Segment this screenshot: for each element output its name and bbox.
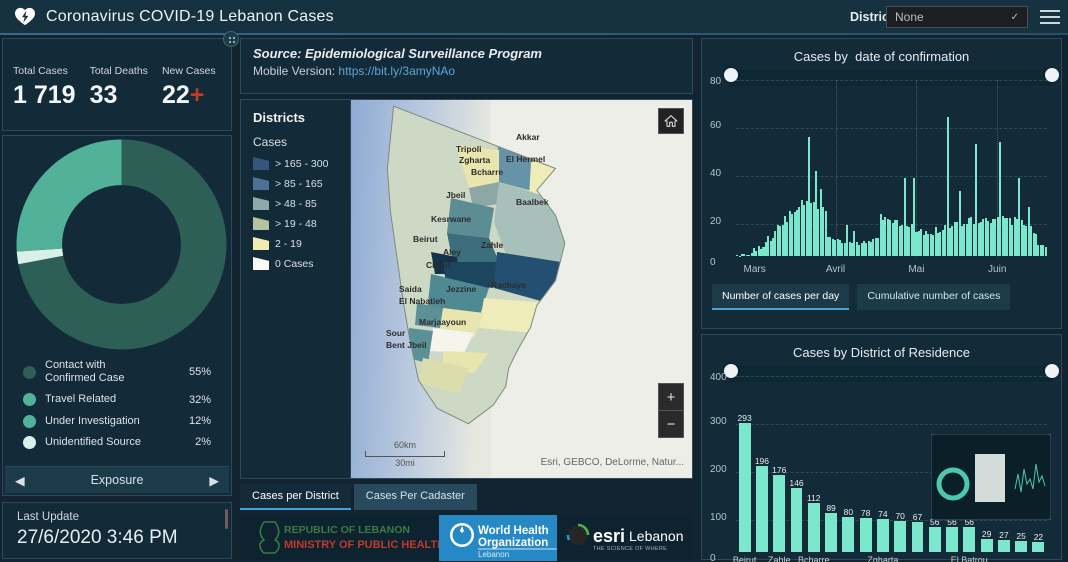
svg-text:Baalbek: Baalbek <box>516 197 549 207</box>
svg-text:World Health: World Health <box>478 525 549 537</box>
svg-text:Tripoli: Tripoli <box>456 144 482 154</box>
svg-text:Beirut: Beirut <box>413 234 438 244</box>
svg-text:Kesrwane: Kesrwane <box>431 214 471 224</box>
svg-text:El Hermel: El Hermel <box>506 154 545 164</box>
svg-text:Saida: Saida <box>399 284 422 294</box>
svg-text:Organization: Organization <box>478 537 548 549</box>
svg-text:Zahle: Zahle <box>481 240 503 250</box>
svg-text:Chouf: Chouf <box>426 260 451 270</box>
svg-text:Lebanon: Lebanon <box>629 528 684 544</box>
svg-text:El Nabatieh: El Nabatieh <box>399 296 445 306</box>
svg-text:Aley: Aley <box>443 247 461 257</box>
svg-text:THE SCIENCE OF WHERE: THE SCIENCE OF WHERE <box>593 546 667 552</box>
svg-text:Lebanon: Lebanon <box>478 550 509 559</box>
svg-text:Bent Jbeil: Bent Jbeil <box>386 340 427 350</box>
svg-text:Jbeil: Jbeil <box>446 190 465 200</box>
svg-text:Bcharre: Bcharre <box>471 167 503 177</box>
svg-text:REPUBLIC OF LEBANON: REPUBLIC OF LEBANON <box>284 524 410 536</box>
svg-text:Rachaya: Rachaya <box>491 280 526 290</box>
svg-text:Zgharta: Zgharta <box>459 155 490 165</box>
svg-text:Akkar: Akkar <box>516 132 540 142</box>
svg-text:esri: esri <box>593 526 625 546</box>
svg-text:Sour: Sour <box>386 328 406 338</box>
svg-text:MINISTRY OF PUBLIC HEALTH: MINISTRY OF PUBLIC HEALTH <box>284 539 439 551</box>
svg-text:Jezzine: Jezzine <box>446 284 477 294</box>
svg-text:Marjaayoun: Marjaayoun <box>419 317 466 327</box>
